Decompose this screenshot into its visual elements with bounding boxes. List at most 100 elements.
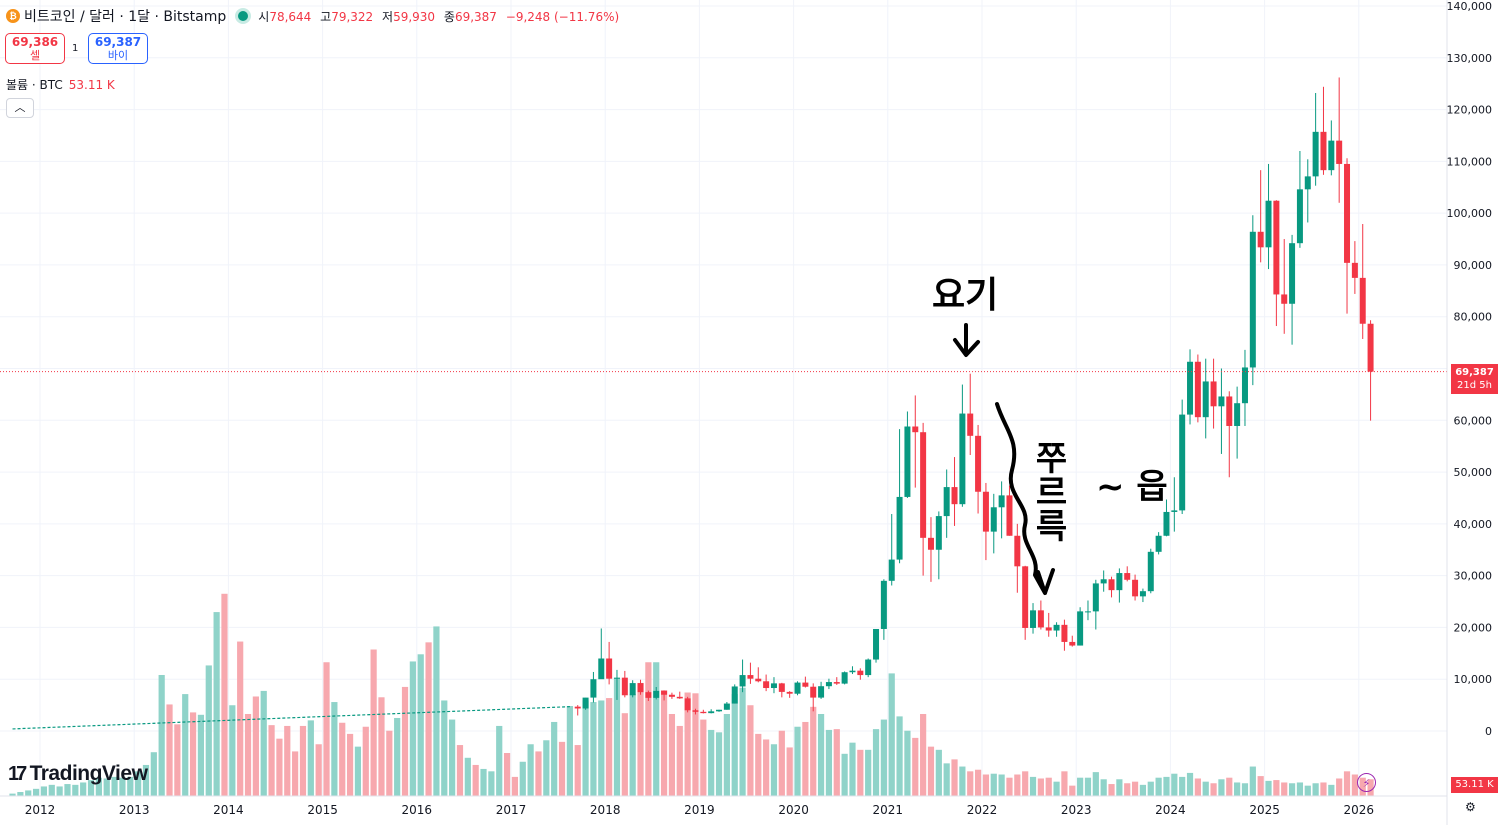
candle-body <box>1304 176 1311 190</box>
chevron-up-icon: ︿ <box>14 101 26 114</box>
price-tick-label: 30,000 <box>1454 570 1493 583</box>
candle-body <box>739 675 746 687</box>
price-tick-label: 60,000 <box>1454 414 1493 427</box>
handwritten-annotations <box>953 323 1055 595</box>
candle-body <box>1194 361 1201 418</box>
volume-bar <box>1045 777 1052 796</box>
volume-bar <box>80 782 87 796</box>
volume-bar <box>927 746 935 796</box>
settings-gear-icon[interactable]: ⚙ <box>1465 800 1476 814</box>
volume-bar <box>1210 783 1217 796</box>
volume-bar <box>590 702 597 796</box>
candle-body <box>1202 381 1209 418</box>
candle-body <box>1296 189 1303 244</box>
time-tick-label: 2018 <box>590 803 621 817</box>
candle-body <box>1265 200 1272 248</box>
buy-button[interactable]: 69,387 바이 <box>88 33 148 64</box>
volume-bar <box>72 784 79 796</box>
volume-bar <box>142 764 150 796</box>
volume-bar <box>849 742 856 796</box>
candle-body <box>613 677 620 679</box>
volume-bar <box>1108 784 1115 796</box>
volume-bar <box>307 720 314 796</box>
volume-bar <box>920 713 927 796</box>
volume-bar <box>252 696 259 796</box>
price-tick-label: 120,000 <box>1447 104 1493 117</box>
time-tick-label: 2017 <box>496 803 527 817</box>
volume-bar <box>1092 772 1099 796</box>
volume-bar <box>535 751 542 796</box>
volume-bar <box>1014 774 1021 796</box>
candle-body <box>865 659 872 676</box>
candle-body <box>1226 396 1233 426</box>
volume-bar <box>425 642 432 796</box>
price-tick-label: 110,000 <box>1447 155 1493 168</box>
volume-bar <box>543 740 550 796</box>
volume-bar <box>723 713 730 796</box>
down-arrow-scribble <box>995 402 1055 595</box>
tradingview-logo[interactable]: 17 TradingView <box>8 762 148 785</box>
volume-bar <box>982 774 990 796</box>
candle-body <box>606 658 613 679</box>
volume-bar <box>1100 779 1107 796</box>
volume-bar <box>331 702 338 796</box>
candle-body <box>786 691 793 694</box>
price-tick-label: 130,000 <box>1447 52 1493 65</box>
volume-bar <box>205 665 212 796</box>
volume-bar <box>378 697 385 796</box>
candle-body <box>653 690 660 698</box>
spread-value: 1 <box>72 43 79 54</box>
price-tick-label: 140,000 <box>1447 0 1493 13</box>
volume-bar <box>1163 776 1170 796</box>
volume-bar <box>268 725 275 796</box>
volume-bar <box>810 706 817 796</box>
price-tick-label: 40,000 <box>1454 518 1493 531</box>
collapse-legend-button[interactable]: ︿ <box>6 98 34 118</box>
volume-bar <box>417 654 424 796</box>
volume-bar <box>480 768 487 796</box>
candle-body <box>1132 579 1139 597</box>
volume-bar <box>1194 778 1201 796</box>
sell-button[interactable]: 69,386 셀 <box>5 33 65 64</box>
candle-body <box>967 413 974 436</box>
volume-bar <box>1226 777 1233 796</box>
candle-body <box>873 628 880 660</box>
candle-body <box>1053 624 1060 631</box>
candle-body <box>1273 200 1280 295</box>
volume-bar <box>17 792 24 796</box>
time-tick-label: 2016 <box>402 803 433 817</box>
volume-bar <box>1202 781 1209 796</box>
candle-body <box>676 696 683 699</box>
volume-bar <box>221 593 228 796</box>
price-tick-label: 90,000 <box>1454 259 1493 272</box>
flash-icon[interactable]: ⚡ <box>1357 773 1376 792</box>
annotation-up: ~ 읍 <box>1096 467 1168 507</box>
candle-body <box>747 675 754 679</box>
volume-bar <box>1241 783 1249 796</box>
volume-bar <box>449 719 456 796</box>
volume-bar <box>1053 781 1060 796</box>
time-tick-label: 2020 <box>778 803 809 817</box>
volume-bar <box>841 753 848 796</box>
volume-bar <box>244 713 252 796</box>
volume-bar <box>25 790 32 796</box>
volume-bar <box>660 690 668 796</box>
candle-body <box>912 426 919 433</box>
volume-bar <box>1320 782 1327 796</box>
volume-bar <box>197 714 205 796</box>
time-tick-label: 2015 <box>307 803 338 817</box>
market-open-icon <box>238 11 249 21</box>
volume-bar <box>229 705 236 796</box>
candle-body <box>1289 243 1296 304</box>
volume-bar <box>339 722 346 796</box>
candle-body <box>668 694 675 697</box>
candle-body <box>1100 579 1107 584</box>
last-price-tag: 69,387 21d 5h <box>1451 364 1498 394</box>
time-tick-label: 2012 <box>25 803 56 817</box>
candle-body <box>1359 277 1366 324</box>
candle-body <box>1328 140 1335 171</box>
symbol-title[interactable]: 비트코인 / 달러 · 1달 · Bitstamp <box>24 9 227 25</box>
annotation-down: 쭈르륵 <box>1028 440 1068 542</box>
candle-body <box>1069 641 1076 646</box>
